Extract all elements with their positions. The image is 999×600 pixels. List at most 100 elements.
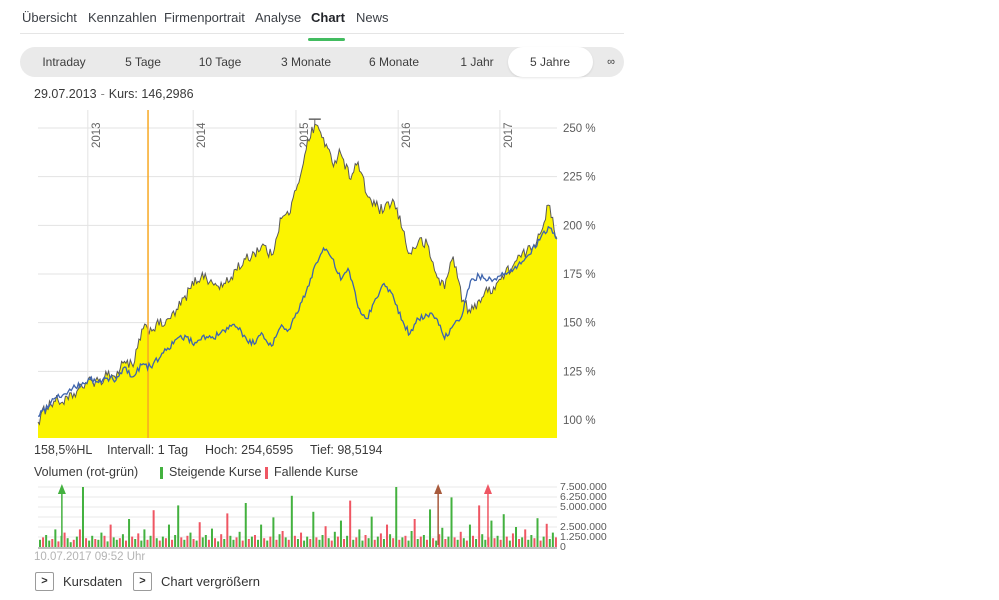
volume-bar (88, 540, 91, 547)
volume-bar (389, 534, 392, 547)
active-range-pill (508, 47, 593, 77)
vol-axis-label: 5.000.000 (560, 501, 607, 513)
volume-bar (551, 532, 554, 547)
kursdaten-button[interactable]: > Kursdaten (35, 572, 122, 591)
year-label: 2014 (196, 122, 208, 148)
volume-bar (94, 539, 97, 547)
nav-kennzahlen[interactable]: Kennzahlen (88, 10, 157, 25)
readout-separator: - (100, 87, 105, 101)
volume-bar (287, 539, 290, 547)
volume-bar (318, 539, 321, 547)
y-axis-label: 250 % (563, 123, 596, 135)
volume-bar (48, 540, 51, 547)
volume-bar (42, 537, 45, 547)
range-10-tage[interactable]: 10 Tage (198, 55, 242, 69)
volume-bar (416, 539, 419, 547)
volume-bar (441, 527, 444, 547)
volume-bar (109, 524, 112, 547)
volume-bar (536, 518, 539, 547)
stat-intervall: Intervall: 1 Tag (107, 443, 189, 457)
range-5-jahre-active[interactable]: 5 Jahre (529, 55, 571, 69)
chevron-right-icon: > (35, 572, 54, 591)
volume-bar (453, 537, 456, 547)
volume-bar (250, 536, 253, 547)
volume-bar (54, 529, 57, 547)
volume-bar (413, 519, 416, 547)
volume-bar (238, 531, 241, 547)
volume-bar (521, 537, 524, 547)
active-tab-underline (308, 38, 345, 41)
volume-bar (103, 535, 106, 547)
volume-bar (128, 519, 131, 547)
vol-axis-label: 0 (560, 541, 566, 553)
volume-bar (51, 539, 54, 547)
range-5-tage[interactable]: 5 Tage (125, 55, 161, 69)
chart-vergroessern-button[interactable]: > Chart vergrößern (133, 572, 260, 591)
volume-bar (515, 527, 518, 547)
volume-bar (493, 538, 496, 547)
nav-chart[interactable]: Chart (311, 10, 345, 25)
price-chart[interactable]: 250 % 225 % 200 % 175 % 150 % 125 % 100 % 2013 2… (0, 104, 625, 444)
volume-bar (407, 540, 410, 547)
volume-bar (269, 536, 272, 547)
nav-firmenportrait[interactable]: Firmenportrait (164, 10, 245, 25)
volume-bar (545, 523, 548, 547)
volume-bar (235, 537, 238, 547)
volume-bar (410, 531, 413, 547)
volume-bar (146, 539, 149, 547)
range-6-monate[interactable]: 6 Monate (368, 55, 420, 69)
volume-bar (198, 522, 201, 547)
volume-bar (505, 536, 508, 547)
volume-bar (155, 538, 158, 547)
volume-bar (121, 534, 124, 547)
volume-bar (241, 540, 244, 547)
volume-bar (131, 536, 134, 547)
nav-uebersicht[interactable]: Übersicht (22, 10, 77, 25)
volume-bar (97, 539, 100, 547)
volume-bar (333, 531, 336, 547)
vol-overflow-arrow (483, 484, 492, 494)
volume-bar (186, 535, 189, 547)
volume-bar (392, 538, 395, 547)
vol-overflow-arrow (434, 484, 443, 494)
range-intraday[interactable]: Intraday (42, 55, 86, 69)
volume-bar (100, 532, 103, 547)
volume-bar (75, 536, 78, 547)
volume-bar (462, 538, 465, 547)
nav-analyse[interactable]: Analyse (255, 10, 302, 25)
stat-tief: Tief: 98,5194 (310, 443, 383, 457)
range-3-monate[interactable]: 3 Monate (280, 55, 332, 69)
crosshair-readout: 29.07.2013- Kurs: 146,2986 (34, 87, 194, 101)
volume-bar (85, 538, 88, 547)
volume-bar (330, 540, 333, 547)
y-axis-label: 200 % (563, 220, 596, 232)
volume-bar (465, 540, 468, 547)
vol-axis-label: 2.500.000 (560, 521, 607, 533)
volume-bar (171, 539, 174, 547)
volume-bar (158, 540, 161, 547)
range-1-jahr[interactable]: 1 Jahr (460, 55, 494, 69)
stat-hoch: Hoch: 254,6595 (205, 443, 294, 457)
time-range-bar: Intraday 5 Tage 10 Tage 3 Monate 6 Monat… (20, 47, 624, 77)
volume-bar (475, 539, 478, 547)
volume-bar (303, 540, 306, 547)
volume-bar (140, 540, 143, 547)
volume-bar (554, 537, 557, 547)
range-max-infinity[interactable]: ∞ (607, 56, 615, 68)
volume-bar (321, 535, 324, 547)
kursdaten-label: Kursdaten (63, 574, 123, 589)
volume-bar (527, 539, 530, 547)
volume-bar (456, 539, 459, 547)
volume-bar (195, 540, 198, 547)
volume-bar (72, 539, 75, 547)
volume-bar (66, 538, 69, 547)
volume-bar (490, 520, 493, 547)
nav-news[interactable]: News (356, 10, 389, 25)
stock-line (37, 123, 558, 426)
volume-bar (472, 535, 475, 547)
crosshair-date: 29.07.2013 (34, 87, 97, 101)
volume-bar (214, 538, 217, 547)
volume-bar (358, 529, 361, 547)
